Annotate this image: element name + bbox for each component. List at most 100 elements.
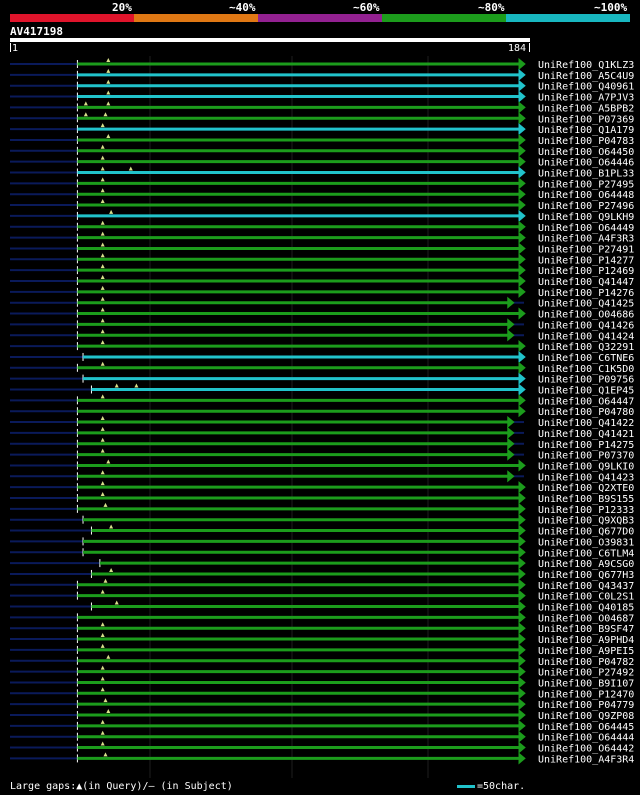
hit-label: UniRef100_O64448 bbox=[538, 190, 634, 201]
query-gap-marker bbox=[103, 112, 108, 117]
legend-swatch-1 bbox=[134, 14, 258, 22]
scale-bar bbox=[457, 785, 475, 788]
hit-label: UniRef100_P04782 bbox=[538, 657, 634, 668]
query-gap-marker bbox=[100, 199, 105, 204]
hit-end-arrow bbox=[518, 101, 526, 114]
hit-end-arrow bbox=[507, 296, 515, 309]
query-gap-marker bbox=[100, 676, 105, 681]
footer-legend: Large gaps:▲(in Query)/– (in Subject) bbox=[10, 781, 233, 792]
query-gap-marker bbox=[106, 654, 111, 659]
hit-end-arrow bbox=[518, 242, 526, 255]
hit-end-arrow bbox=[518, 166, 526, 179]
hit-label: UniRef100_Q1A179 bbox=[538, 125, 634, 136]
query-gap-marker bbox=[103, 698, 108, 703]
query-gap-marker bbox=[106, 68, 111, 73]
hit-end-arrow bbox=[518, 285, 526, 298]
hit-end-arrow bbox=[518, 274, 526, 288]
hit-label: UniRef100_P12333 bbox=[538, 505, 634, 516]
hit-end-arrow bbox=[518, 719, 526, 732]
legend-label-80: ~80% bbox=[478, 1, 505, 14]
query-gap-marker bbox=[100, 329, 105, 334]
hit-label: UniRef100_A9PEI5 bbox=[538, 646, 634, 657]
query-gap-marker bbox=[100, 687, 105, 692]
legend-label-20: 20% bbox=[112, 1, 132, 14]
hit-end-arrow bbox=[507, 329, 515, 342]
query-gap-marker bbox=[100, 220, 105, 225]
hit-label: UniRef100_Q43437 bbox=[538, 581, 634, 592]
hit-end-arrow bbox=[518, 177, 526, 190]
query-gap-marker bbox=[100, 188, 105, 193]
hit-end-arrow bbox=[518, 698, 526, 711]
legend-swatch-2 bbox=[258, 14, 382, 22]
identity-color-legend bbox=[10, 14, 630, 22]
query-ruler bbox=[10, 38, 530, 42]
hit-end-arrow bbox=[518, 253, 526, 266]
hit-label: UniRef100_O64447 bbox=[538, 396, 634, 407]
hit-label: UniRef100_O64445 bbox=[538, 722, 634, 733]
hit-label: UniRef100_Q41421 bbox=[538, 429, 634, 440]
hit-end-arrow bbox=[518, 459, 526, 472]
hit-end-arrow bbox=[518, 79, 526, 92]
hit-label: UniRef100_Q677H3 bbox=[538, 570, 634, 581]
legend-swatch-0 bbox=[10, 14, 134, 22]
hit-label: UniRef100_Q40185 bbox=[538, 603, 634, 614]
hit-end-arrow bbox=[518, 264, 526, 277]
query-gap-marker bbox=[100, 231, 105, 236]
hit-label: UniRef100_Q1EP45 bbox=[538, 386, 634, 397]
hit-label: UniRef100_O39831 bbox=[538, 537, 634, 548]
query-gap-marker bbox=[100, 622, 105, 627]
hit-end-arrow bbox=[507, 470, 515, 483]
hit-label: UniRef100_C1K5D0 bbox=[538, 364, 634, 375]
hit-label: UniRef100_Q9ZP08 bbox=[538, 711, 634, 722]
query-gap-marker bbox=[100, 416, 105, 421]
query-gap-marker bbox=[100, 285, 105, 290]
hit-end-arrow bbox=[518, 611, 526, 624]
query-gap-marker bbox=[100, 307, 105, 312]
hit-label: UniRef100_B9SF47 bbox=[538, 624, 634, 635]
hit-end-arrow bbox=[518, 394, 526, 407]
query-gap-marker bbox=[106, 459, 111, 464]
hit-label: UniRef100_Q41426 bbox=[538, 320, 634, 331]
hit-label: UniRef100_P12469 bbox=[538, 266, 634, 277]
hit-label: UniRef100_P27495 bbox=[538, 179, 634, 190]
hit-end-arrow bbox=[518, 567, 526, 581]
hit-label: UniRef100_C6TNE6 bbox=[538, 353, 634, 364]
hit-label: UniRef100_B9S155 bbox=[538, 494, 634, 505]
query-gap-marker bbox=[100, 437, 105, 442]
query-gap-marker bbox=[100, 166, 105, 171]
hit-end-arrow bbox=[518, 741, 526, 754]
query-gap-marker bbox=[100, 665, 105, 670]
hit-label: UniRef100_Q9XQB3 bbox=[538, 516, 634, 527]
hit-end-arrow bbox=[518, 133, 526, 147]
hit-label: UniRef100_Q677D0 bbox=[538, 527, 634, 538]
hit-end-arrow bbox=[518, 307, 526, 320]
hit-label: UniRef100_Q2XTE0 bbox=[538, 483, 634, 494]
hit-end-arrow bbox=[507, 426, 515, 439]
query-gap-marker bbox=[128, 166, 133, 171]
hit-end-arrow bbox=[507, 437, 515, 450]
hit-label: UniRef100_P27496 bbox=[538, 201, 634, 212]
query-gap-marker bbox=[100, 242, 105, 247]
hit-label: UniRef100_A9PHD4 bbox=[538, 635, 634, 646]
ruler-end-tick bbox=[529, 43, 530, 52]
query-gap-marker bbox=[100, 296, 105, 301]
query-gap-marker bbox=[100, 361, 105, 366]
hit-label: UniRef100_A4F3R3 bbox=[538, 234, 634, 245]
hit-end-arrow bbox=[518, 665, 526, 678]
query-gap-marker bbox=[100, 643, 105, 648]
hit-end-arrow bbox=[518, 123, 526, 136]
query-gap-marker bbox=[106, 709, 111, 713]
query-gap-marker bbox=[103, 502, 108, 507]
hit-label: UniRef100_B9I107 bbox=[538, 678, 634, 689]
hit-end-arrow bbox=[518, 502, 526, 515]
hit-end-arrow bbox=[507, 415, 515, 429]
query-gap-marker bbox=[109, 567, 114, 572]
hit-label: UniRef100_A4F3R4 bbox=[538, 754, 634, 765]
query-gap-marker bbox=[100, 253, 105, 258]
hit-label: UniRef100_P07369 bbox=[538, 114, 634, 125]
query-gap-marker bbox=[106, 133, 111, 138]
query-gap-marker bbox=[83, 112, 88, 117]
hit-label: UniRef100_C0L2S1 bbox=[538, 592, 634, 603]
ruler-start-label: 1 bbox=[12, 43, 19, 54]
hit-end-arrow bbox=[518, 198, 526, 212]
